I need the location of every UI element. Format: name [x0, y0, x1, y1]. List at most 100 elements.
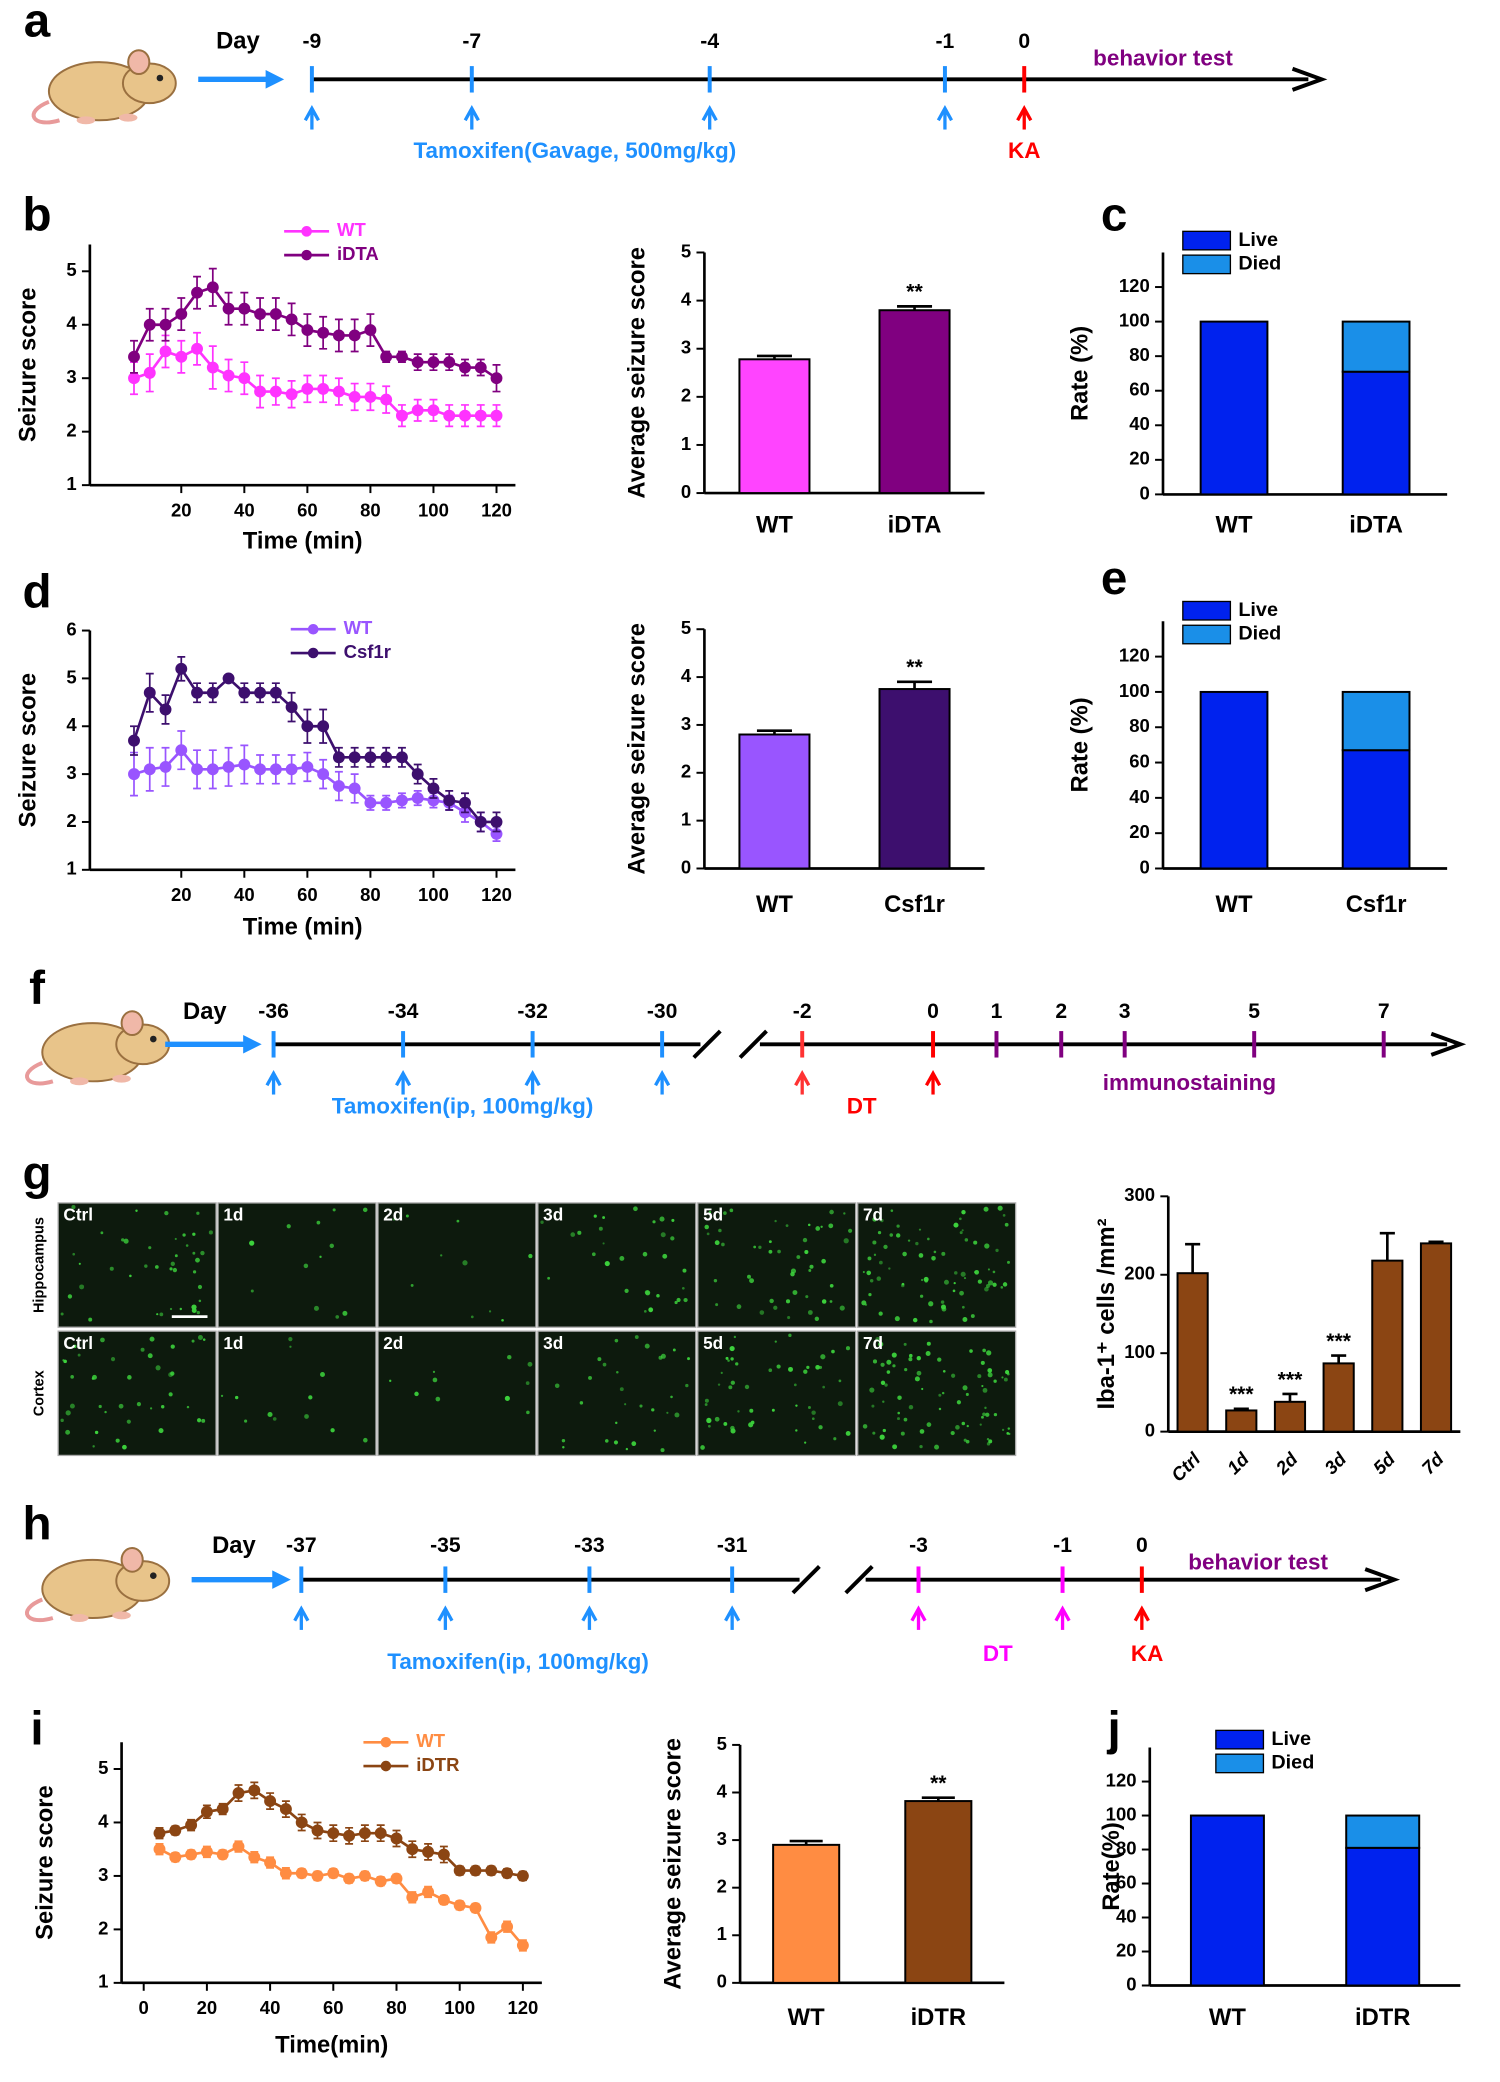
cell-spot: [714, 1416, 720, 1422]
cell-spot: [182, 1233, 186, 1237]
cell-spot: [118, 1403, 124, 1409]
cell-spot: [1005, 1370, 1010, 1375]
cell-spot: [60, 1312, 64, 1316]
x-tick-label: 20: [171, 499, 192, 520]
event-day: -9: [302, 30, 321, 53]
y-tick-label: 2: [681, 761, 691, 782]
cell-spot: [674, 1412, 680, 1418]
cell-spot: [820, 1354, 826, 1360]
legend-label: WT: [337, 219, 366, 240]
cell-spot: [796, 1255, 801, 1259]
cell-spot: [129, 1274, 132, 1278]
cell-spot: [735, 1362, 739, 1366]
bar: [1322, 1362, 1355, 1433]
cell-spot: [974, 1269, 980, 1275]
x-tick-label: 40: [234, 499, 255, 520]
axis-break: [791, 1565, 821, 1595]
cell-spot: [174, 1237, 177, 1241]
cell-spot: [804, 1441, 807, 1444]
cell-spot: [92, 1445, 95, 1448]
cell-spot: [956, 1400, 961, 1405]
timeline-arrowhead: [1291, 66, 1328, 92]
cell-spot: [169, 1307, 173, 1311]
data-point: [411, 768, 424, 781]
micrograph-label: 3d: [543, 1333, 563, 1353]
cell-spot: [250, 1289, 254, 1293]
y-tick-label: 0: [1139, 482, 1149, 503]
x-tick-label: WT: [756, 891, 793, 918]
data-point: [443, 794, 456, 807]
cell-spot: [867, 1256, 872, 1261]
cell-spot: [988, 1439, 993, 1444]
cell-spot: [879, 1260, 883, 1265]
cell-spot: [993, 1413, 998, 1417]
data-point: [332, 385, 345, 398]
y-tick-label: 5: [681, 240, 691, 261]
cell-spot: [723, 1422, 728, 1426]
cell-spot: [822, 1385, 825, 1389]
cell-spot: [614, 1338, 619, 1343]
data-point: [364, 390, 377, 403]
y-tick-label: 120: [1119, 644, 1150, 665]
cell-spot: [987, 1280, 994, 1286]
data-point: [459, 796, 471, 809]
timeline-annotation: KA: [1131, 1641, 1163, 1666]
bar: [1419, 1242, 1453, 1433]
cell-spot: [940, 1304, 946, 1310]
bar: [738, 358, 811, 495]
y-tick-label: 3: [66, 762, 76, 783]
data-point: [153, 1843, 166, 1856]
cell-spot: [788, 1366, 793, 1372]
cell-spot: [432, 1377, 438, 1383]
cell-spot: [708, 1424, 711, 1428]
y-tick-label: 1: [717, 1923, 727, 1944]
data-point: [485, 1864, 498, 1877]
cell-spot: [792, 1290, 798, 1296]
cell-spot: [65, 1410, 71, 1416]
cell-spot: [788, 1333, 792, 1338]
cell-spot: [919, 1294, 924, 1298]
cell-spot: [615, 1421, 618, 1425]
cell-spot: [977, 1279, 983, 1284]
series-line: [133, 748, 498, 835]
cell-spot: [838, 1379, 842, 1383]
cell-spot: [687, 1357, 691, 1361]
cell-spot: [674, 1300, 678, 1305]
timeline-annotation: DT: [847, 1094, 877, 1119]
y-tick-label: 40: [1116, 1905, 1137, 1926]
axis-break: [738, 1029, 768, 1059]
data-point: [285, 388, 298, 401]
cell-spot: [170, 1261, 175, 1266]
cell-spot: [833, 1437, 837, 1441]
timeline-annotation: Tamoxifen(ip, 100mg/kg): [332, 1094, 594, 1119]
data-point: [254, 763, 267, 776]
cell-spot: [69, 1403, 75, 1409]
cell-spot: [197, 1284, 203, 1290]
event-arrowhead: [395, 1069, 412, 1087]
data-point: [143, 686, 156, 699]
cell-spot: [168, 1392, 173, 1397]
cell-spot: [634, 1335, 639, 1339]
x-tick-label: 40: [260, 1997, 281, 2018]
data-point: [254, 686, 267, 699]
cell-spot: [987, 1268, 990, 1271]
x-tick-label: WT: [1216, 511, 1253, 538]
bar: [1371, 1259, 1404, 1433]
data-point: [254, 308, 267, 321]
cell-spot: [942, 1369, 946, 1373]
cell-spot: [984, 1243, 990, 1249]
y-axis-title: Average seizure score: [624, 247, 651, 499]
y-tick-label: 0: [1139, 856, 1149, 877]
x-tick-label: 100: [418, 499, 449, 520]
cell-spot: [63, 1359, 67, 1364]
error-bar: [1185, 1242, 1201, 1274]
y-tick-label: 2: [98, 1917, 108, 1938]
x-tick-label: 1d: [1223, 1448, 1254, 1479]
cell-spot: [725, 1356, 729, 1360]
cell-spot: [186, 1405, 190, 1409]
cell-spot: [77, 1353, 81, 1357]
cell-spot: [875, 1336, 881, 1342]
cell-spot: [787, 1315, 791, 1320]
x-tick-label: 60: [323, 1997, 344, 2018]
x-tick-label: Ctrl: [1167, 1448, 1205, 1486]
